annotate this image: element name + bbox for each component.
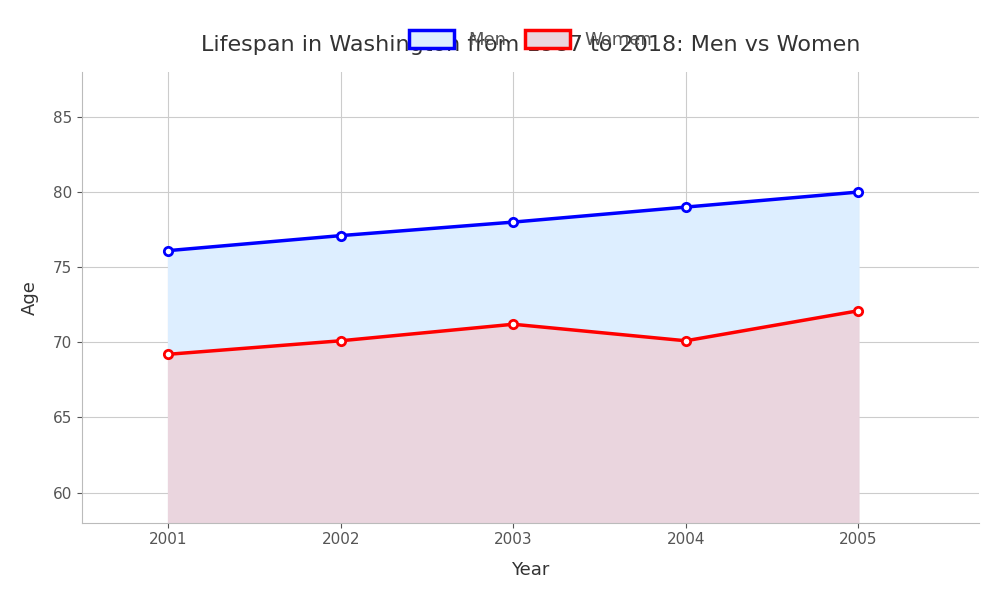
Legend: Men, Women: Men, Women: [402, 22, 659, 56]
X-axis label: Year: Year: [511, 561, 550, 579]
Y-axis label: Age: Age: [21, 280, 39, 314]
Title: Lifespan in Washington from 1987 to 2018: Men vs Women: Lifespan in Washington from 1987 to 2018…: [201, 35, 860, 55]
